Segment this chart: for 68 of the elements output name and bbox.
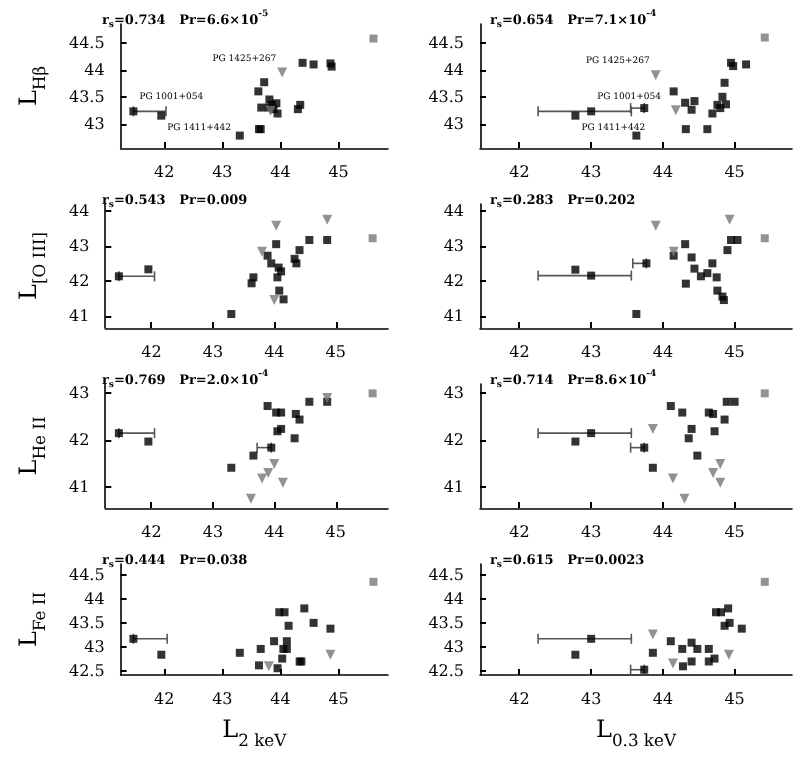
x-tick-label: 42 [509,690,530,708]
y-tick-label: 43.5 [428,87,464,106]
x-tick-label: 44 [652,690,674,708]
x-tick-label: 43 [580,690,602,708]
y-tick-label: 44 [443,201,464,220]
y-tick-label: 43.5 [428,613,464,632]
x-tick-label: 45 [724,523,745,541]
x-tick-label: 44 [270,690,291,708]
y-tick-label: 44 [68,201,90,220]
y-axis-title: LHe II [14,416,50,476]
y-tick-label: 44 [84,60,105,79]
x-tick-label: 42 [154,690,175,708]
y-tick-label: 44 [84,589,105,608]
y-tick-label: 44.5 [428,565,464,584]
x-tick-label: 44 [652,163,674,181]
x-tick-label: 42 [141,343,162,361]
x-tick-label: 45 [328,163,349,181]
y-tick-label: 43 [68,236,90,255]
y-tick-label: 41 [443,477,464,496]
x-tick-label: 43 [580,163,602,181]
y-tick-label: 41 [443,306,464,325]
y-tick-label: 43 [443,114,464,133]
x-tick-label: 42 [154,163,175,181]
y-tick-label: 43 [68,384,90,403]
y-tick-label: 42 [68,271,90,290]
x-tick-label: 45 [325,523,346,541]
x-tick-label: 44 [264,343,285,361]
x-tick-label: 45 [328,690,349,708]
x-tick-label: 44 [652,523,674,541]
y-tick-label: 44.5 [69,33,105,52]
x-tick-label: 43 [580,523,602,541]
y-tick-label: 42.5 [69,662,105,681]
y-tick-label: 44.5 [428,33,464,52]
y-tick-label: 41 [68,477,90,496]
x-tick-label: 42 [509,163,530,181]
x-tick-label: 45 [325,343,346,361]
x-tick-label: 43 [212,690,233,708]
y-axis-title: L[O III] [14,232,50,300]
y-tick-label: 43 [443,638,464,657]
y-tick-label: 44 [443,589,464,608]
y-tick-label: 43 [84,114,105,133]
x-tick-label: 43 [202,343,224,361]
y-tick-label: 43.5 [69,613,105,632]
x-tick-label: 43 [580,343,602,361]
x-tick-label: 44 [264,523,285,541]
y-tick-label: 43.5 [69,87,105,106]
x-tick-label: 43 [202,523,224,541]
y-axis-title: LFe II [14,591,50,648]
x-tick-label: 42 [141,523,162,541]
x-tick-label: 42 [509,343,530,361]
y-tick-label: 42.5 [428,662,464,681]
y-tick-label: 42 [443,271,464,290]
x-tick-label: 42 [509,523,530,541]
x-tick-label: 44 [270,163,291,181]
y-tick-label: 42 [68,431,90,450]
y-tick-label: 43 [443,384,464,403]
y-axis-title: LHβ [14,65,50,107]
y-tick-label: 42 [443,431,464,450]
y-tick-label: 43 [84,638,105,657]
x-tick-label: 44 [652,343,674,361]
x-tick-label: 45 [724,343,745,361]
x-tick-label: 45 [724,163,745,181]
y-tick-label: 41 [68,306,90,325]
y-tick-label: 44 [443,60,464,79]
x-tick-label: 45 [724,690,745,708]
x-tick-label: 43 [212,163,233,181]
y-tick-label: 43 [443,236,464,255]
y-tick-label: 44.5 [69,565,105,584]
